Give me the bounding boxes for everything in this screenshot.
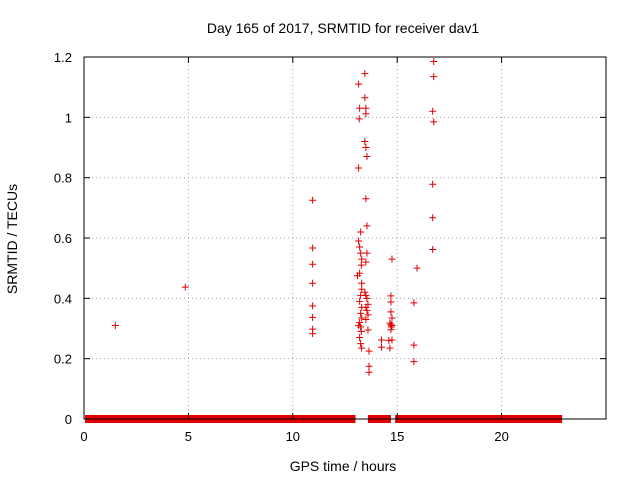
y-axis-label: SRMTID / TECUs (4, 184, 20, 294)
data-point (309, 244, 317, 252)
data-point (357, 261, 365, 269)
data-point (385, 337, 393, 345)
data-point (356, 243, 364, 251)
data-point (355, 237, 363, 245)
data-point (362, 315, 370, 323)
x-tick-label: 15 (390, 429, 404, 444)
data-point (364, 311, 372, 319)
data-points (111, 58, 438, 376)
data-point (355, 80, 363, 88)
data-point (362, 144, 370, 151)
data-point (357, 309, 365, 317)
data-point (413, 264, 421, 272)
x-tick-label: 0 (80, 429, 87, 444)
data-point (430, 73, 438, 81)
data-point (362, 303, 370, 311)
data-point (388, 314, 396, 322)
data-point (357, 228, 365, 236)
data-point (354, 272, 362, 280)
data-point (357, 323, 365, 331)
data-point (309, 279, 317, 287)
data-point (355, 164, 363, 172)
data-point (356, 318, 364, 326)
data-point (356, 104, 364, 112)
data-point (358, 314, 366, 322)
y-tick-label: 0.8 (54, 171, 72, 186)
data-point (361, 70, 369, 78)
data-point (410, 358, 418, 366)
y-tick-label: 0.6 (54, 231, 72, 246)
grid-lines (84, 57, 606, 419)
data-point (365, 347, 373, 355)
data-point (363, 153, 371, 161)
data-point (430, 118, 438, 126)
data-point (356, 297, 364, 305)
data-point (429, 214, 437, 222)
y-tick-label: 0 (65, 412, 72, 427)
data-point (429, 245, 437, 253)
data-point (387, 292, 395, 300)
data-point (309, 260, 317, 268)
data-point (388, 321, 396, 329)
data-point (309, 330, 317, 338)
x-axis-label: GPS time / hours (290, 458, 397, 474)
data-point (362, 110, 370, 118)
y-tick-label: 1.2 (54, 50, 72, 65)
data-point (365, 368, 373, 376)
data-point (357, 340, 365, 348)
data-point (357, 249, 365, 257)
data-point (363, 249, 371, 257)
data-point (429, 180, 437, 188)
data-point (387, 326, 395, 334)
data-point (410, 341, 418, 349)
data-point (378, 336, 386, 344)
data-point (387, 308, 395, 316)
data-point (388, 255, 396, 263)
x-tick-label: 10 (286, 429, 300, 444)
axis-ticks (83, 56, 606, 420)
data-point (363, 294, 371, 302)
data-point (181, 283, 189, 291)
data-point (429, 107, 437, 115)
data-point (364, 326, 372, 334)
data-point (378, 343, 386, 351)
data-point (388, 336, 396, 344)
data-point (358, 285, 366, 293)
data-point (387, 298, 395, 306)
data-point (309, 196, 317, 204)
data-point (362, 195, 370, 203)
data-point (357, 328, 365, 336)
data-point (362, 291, 370, 299)
data-point (361, 288, 369, 296)
x-tick-label: 20 (494, 429, 508, 444)
data-point (111, 321, 119, 329)
data-point (363, 222, 371, 230)
y-tick-label: 0.2 (54, 352, 72, 367)
data-point (363, 306, 371, 314)
data-point (362, 258, 370, 266)
data-point (430, 58, 438, 66)
data-point (358, 344, 366, 352)
data-point (309, 302, 317, 310)
data-point (361, 94, 369, 102)
data-point (410, 299, 418, 307)
data-point (309, 313, 317, 321)
data-point (355, 115, 363, 123)
x-tick-label: 5 (185, 429, 192, 444)
data-point (356, 334, 364, 342)
data-point (358, 255, 366, 263)
data-point (386, 344, 394, 352)
y-tick-label: 1 (65, 110, 72, 125)
data-point (365, 362, 373, 370)
data-point (358, 279, 366, 287)
data-point (361, 137, 369, 145)
chart-title: Day 165 of 2017, SRMTID for receiver dav… (207, 20, 480, 36)
y-tick-label: 0.4 (54, 291, 72, 306)
